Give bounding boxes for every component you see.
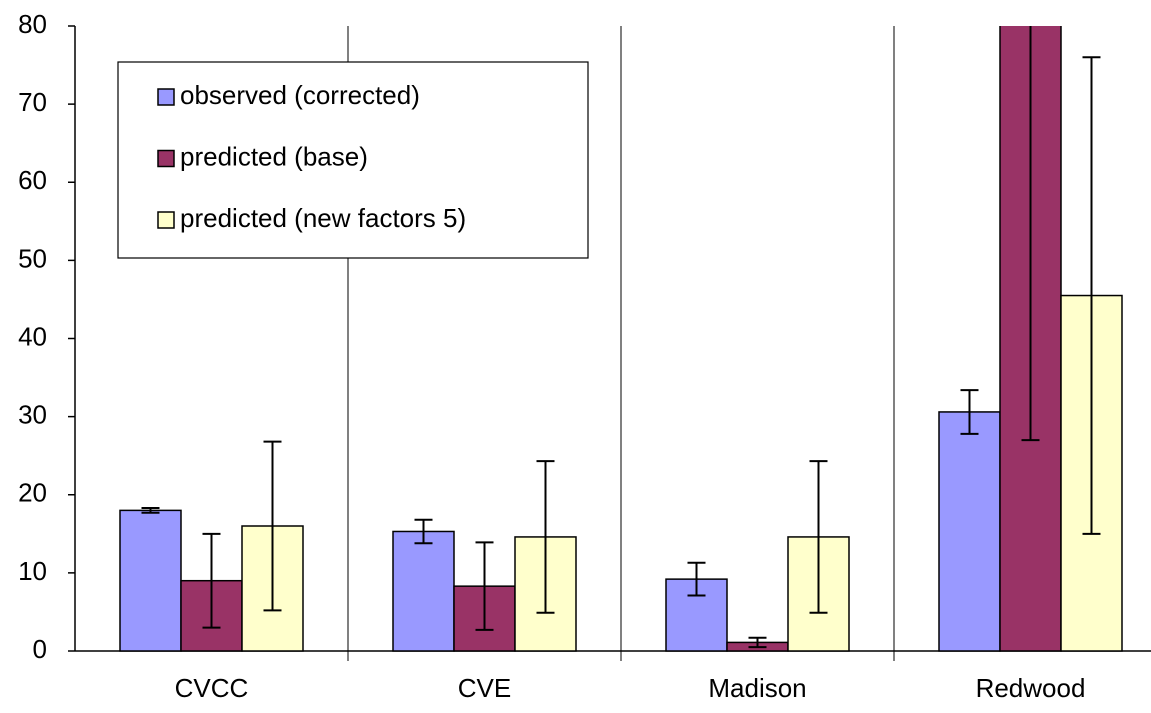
error-bar [687, 561, 706, 597]
x-tick-label: Madison [708, 673, 806, 703]
legend-label: predicted (new factors 5) [180, 203, 466, 233]
y-tick-label: 30 [18, 400, 47, 430]
legend [117, 61, 589, 259]
bars [119, 26, 1123, 652]
bar [938, 411, 1001, 652]
error-bar [960, 389, 979, 435]
y-tick-label: 80 [18, 9, 47, 39]
error-bar [414, 518, 433, 545]
legend-swatch [157, 88, 175, 106]
error-bar [1082, 56, 1101, 535]
bar [119, 509, 182, 652]
legend-swatch [157, 211, 175, 229]
error-bar [263, 440, 282, 612]
y-tick-label: 50 [18, 243, 47, 273]
legend-label: observed (corrected) [180, 80, 420, 110]
y-tick-label: 0 [33, 634, 47, 664]
error-bar [475, 541, 494, 631]
error-bar [748, 636, 767, 649]
x-tick-label: CVE [458, 673, 511, 703]
y-tick-label: 10 [18, 556, 47, 586]
legend-label: predicted (base) [180, 141, 368, 171]
error-bar [141, 507, 160, 514]
error-bar [809, 460, 828, 614]
y-tick-label: 20 [18, 478, 47, 508]
x-tick-label: Redwood [976, 673, 1086, 703]
error-bar [536, 460, 555, 614]
bar [392, 530, 455, 652]
legend-swatch [157, 149, 175, 168]
x-tick-label: CVCC [175, 673, 249, 703]
y-tick-label: 40 [18, 321, 47, 351]
error-bar [1021, 26, 1040, 442]
error-bar [202, 532, 221, 629]
y-tick-label: 60 [18, 165, 47, 195]
y-tick-label: 70 [18, 87, 47, 117]
